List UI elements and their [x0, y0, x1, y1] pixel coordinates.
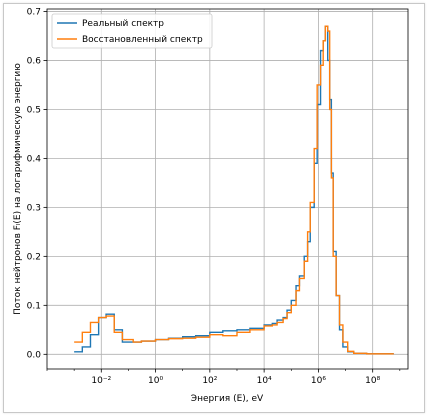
legend-box [51, 13, 213, 49]
y-axis-label: Поток нейтронов Fₗ(E) на логарифмическую… [13, 63, 23, 315]
y-tick-label: 0.6 [27, 56, 42, 66]
x-tick-label: 10⁰ [148, 376, 163, 386]
legend-label-real: Реальный спектр [82, 19, 164, 29]
x-tick-label: 10⁸ [365, 376, 380, 386]
x-axis-label: Энергия (E), eV [191, 394, 264, 404]
y-tick-label: 0.1 [27, 301, 41, 311]
y-tick-label: 0.4 [27, 154, 42, 164]
series-group [74, 25, 394, 355]
y-tick-label: 0.5 [27, 105, 41, 115]
series-line-restored [74, 25, 394, 355]
plot-frame [46, 8, 409, 370]
y-tick-label: 0.0 [27, 350, 42, 360]
plot-area [47, 9, 408, 369]
x-tick-label: 10² [202, 376, 217, 386]
x-tick-label: 10⁻² [91, 376, 111, 386]
y-tick-label: 0.3 [27, 203, 41, 213]
legend-label-restored: Восстановленный спектр [82, 35, 203, 45]
x-tick-label: 10⁶ [311, 376, 326, 386]
x-tick-label: 10⁴ [257, 376, 272, 386]
y-tick-label: 0.2 [27, 252, 41, 262]
y-tick-label: 0.7 [27, 7, 41, 17]
legend: Реальный спектр Восстановленный спектр [51, 13, 213, 49]
ticks: 10⁻² 10⁰ 10² 10⁴ 10⁶ 10⁸ 0.0 0.1 0.2 0.3 0.4 0.5 0.6… [27, 7, 401, 386]
grid [47, 9, 408, 369]
